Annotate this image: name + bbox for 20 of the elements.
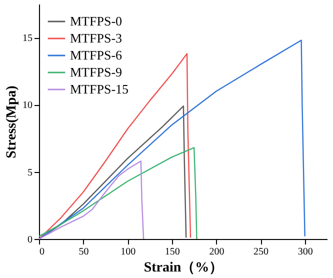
legend-label: MTFPS-15 — [70, 82, 129, 96]
line-series — [38, 147, 198, 240]
x-tick-label: 300 — [298, 246, 313, 258]
x-tick-label: 150 — [164, 246, 180, 258]
y-axis-title: Stress(Mpa) — [4, 85, 20, 158]
legend-label: MTFPS-3 — [70, 30, 122, 46]
y-tick-label: 10 — [22, 100, 32, 112]
line-series — [38, 160, 144, 240]
x-tick-label: 100 — [120, 246, 136, 258]
x-tick-label: 0 — [40, 246, 44, 258]
x-tick-label: 50 — [78, 246, 89, 258]
x-tick-label: 250 — [254, 246, 269, 258]
x-axis-title: Strain（%） — [144, 260, 224, 276]
legend-label: MTFPS-9 — [70, 64, 122, 80]
x-tick-label: 200 — [209, 246, 224, 258]
y-tick-label: 5 — [28, 167, 32, 178]
legend-label: MTFPS-6 — [70, 48, 123, 62]
y-tick-label: 0 — [28, 234, 32, 246]
legend-label: MTFPS-0 — [70, 14, 122, 28]
y-tick-label: 15 — [22, 33, 32, 44]
